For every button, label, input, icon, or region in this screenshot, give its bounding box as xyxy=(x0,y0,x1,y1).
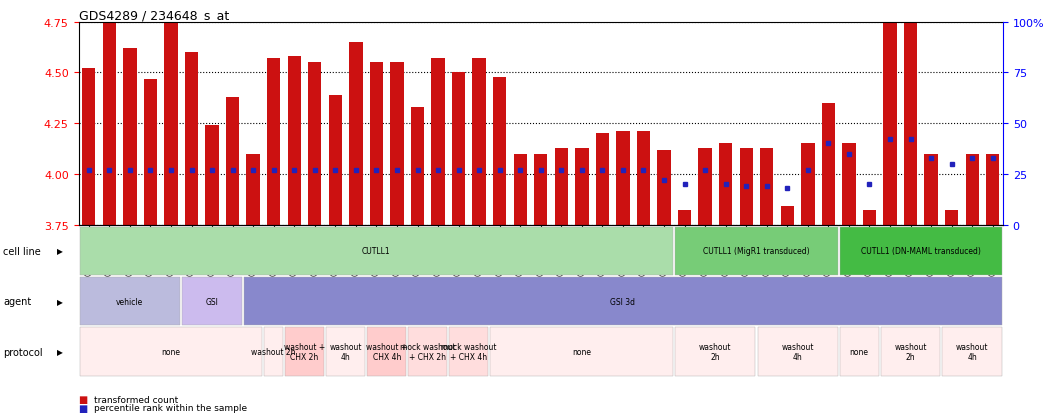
Bar xyxy=(472,59,486,225)
Bar xyxy=(185,53,198,225)
Text: protocol: protocol xyxy=(3,347,43,357)
Bar xyxy=(431,59,445,225)
Text: washout +
CHX 2h: washout + CHX 2h xyxy=(284,342,326,361)
Text: ▶: ▶ xyxy=(57,347,63,356)
Text: none: none xyxy=(850,347,869,356)
Bar xyxy=(226,97,240,225)
Text: CUTLL1: CUTLL1 xyxy=(362,247,391,256)
Bar xyxy=(164,23,178,225)
Text: agent: agent xyxy=(3,297,31,306)
Text: washout
4h: washout 4h xyxy=(330,342,362,361)
Text: washout
4h: washout 4h xyxy=(781,342,814,361)
Text: ■: ■ xyxy=(79,394,88,404)
Text: none: none xyxy=(573,347,592,356)
Bar xyxy=(555,148,567,225)
Bar xyxy=(452,73,465,225)
Bar xyxy=(493,77,507,225)
Bar xyxy=(410,108,424,225)
Text: washout
4h: washout 4h xyxy=(956,342,988,361)
Text: washout +
CHX 4h: washout + CHX 4h xyxy=(366,342,407,361)
Text: cell line: cell line xyxy=(3,246,41,256)
Bar xyxy=(143,79,157,225)
Bar xyxy=(822,104,836,225)
Bar xyxy=(329,95,342,225)
Bar xyxy=(801,144,815,225)
Text: CUTLL1 (DN-MAML transduced): CUTLL1 (DN-MAML transduced) xyxy=(861,247,981,256)
Bar xyxy=(945,211,958,225)
Text: ▶: ▶ xyxy=(57,297,63,306)
Bar xyxy=(884,17,896,225)
Bar xyxy=(103,23,116,225)
Text: none: none xyxy=(161,347,180,356)
Text: washout
2h: washout 2h xyxy=(699,342,732,361)
Bar xyxy=(124,49,136,225)
Bar xyxy=(391,63,404,225)
Text: percentile rank within the sample: percentile rank within the sample xyxy=(94,403,247,412)
Bar xyxy=(637,132,650,225)
Bar xyxy=(698,148,712,225)
Bar xyxy=(205,126,219,225)
Text: CUTLL1 (MigR1 transduced): CUTLL1 (MigR1 transduced) xyxy=(704,247,809,256)
Bar xyxy=(514,154,527,225)
Bar xyxy=(82,69,95,225)
Text: mock washout
+ CHX 4h: mock washout + CHX 4h xyxy=(441,342,496,361)
Bar xyxy=(246,154,260,225)
Bar xyxy=(739,148,753,225)
Text: washout
2h: washout 2h xyxy=(894,342,927,361)
Bar xyxy=(986,154,1000,225)
Bar xyxy=(288,57,300,225)
Text: ▶: ▶ xyxy=(57,247,63,256)
Bar xyxy=(658,150,671,225)
Text: mock washout
+ CHX 2h: mock washout + CHX 2h xyxy=(400,342,455,361)
Bar xyxy=(904,13,917,225)
Bar xyxy=(925,154,938,225)
Bar xyxy=(596,134,609,225)
Bar xyxy=(719,144,732,225)
Bar xyxy=(781,207,794,225)
Bar xyxy=(350,43,362,225)
Bar xyxy=(370,63,383,225)
Text: GDS4289 / 234648_s_at: GDS4289 / 234648_s_at xyxy=(79,9,229,21)
Bar xyxy=(617,132,629,225)
Text: washout 2h: washout 2h xyxy=(251,347,296,356)
Bar xyxy=(677,211,691,225)
Bar xyxy=(575,148,588,225)
Bar xyxy=(842,144,855,225)
Bar xyxy=(308,63,321,225)
Text: ■: ■ xyxy=(79,403,88,413)
Text: GSI: GSI xyxy=(205,297,219,306)
Text: transformed count: transformed count xyxy=(94,395,178,404)
Bar xyxy=(760,148,774,225)
Text: vehicle: vehicle xyxy=(116,297,143,306)
Bar xyxy=(267,59,281,225)
Bar xyxy=(863,211,876,225)
Bar xyxy=(534,154,548,225)
Bar xyxy=(965,154,979,225)
Text: GSI 3d: GSI 3d xyxy=(610,297,636,306)
